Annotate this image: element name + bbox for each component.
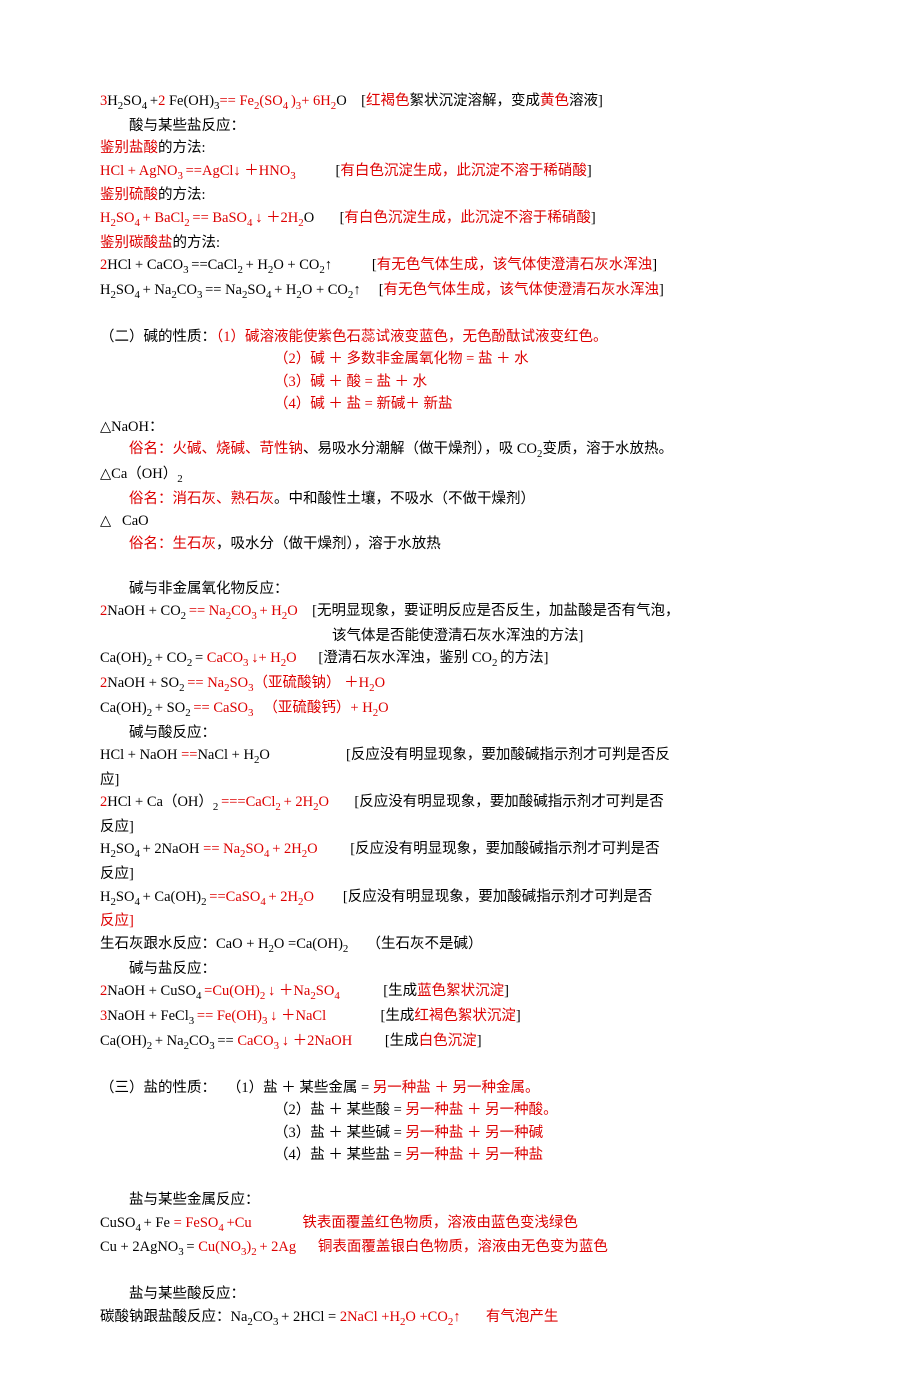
heading-salt-metal: 盐与某些金属反应：	[100, 1189, 860, 1211]
heading-salt-acid: 盐与某些酸反应：	[100, 1283, 860, 1305]
eq-cao-h2o: 生石灰跟水反应：CaO + H2O =Ca(OH)2 （生石灰不是碱）	[100, 933, 860, 958]
eq-naoh-co2-cont: 该气体是否能使澄清石灰水浑浊的方法]	[100, 625, 860, 647]
eq-h2so4-caoh2-cont: 反应]	[100, 910, 860, 932]
salt-prop-4: （4）盐 ＋ 某些盐 = 另一种盐 ＋ 另一种盐	[100, 1144, 860, 1166]
eq-hcl-naoh: HCl + NaOH ==NaCl + H2O [反应没有明显现象，要加酸碱指示…	[100, 744, 860, 769]
txt-identify-carbonate: 鉴别碳酸盐的方法:	[100, 232, 860, 254]
eq-na2co3-hcl: 碳酸钠跟盐酸反应：Na2CO3 + 2HCl = 2NaCl +H2O +CO2…	[100, 1306, 860, 1331]
blank-3	[100, 1054, 860, 1076]
base-prop-3: （3）碱 ＋ 酸 = 盐 ＋ 水	[100, 371, 860, 393]
eq-caoh2-co2: Ca(OH)2 + CO2 = CaCO3 ↓+ H2O [澄清石灰水浑浊，鉴别…	[100, 647, 860, 672]
salt-prop-2: （2）盐 ＋ 某些酸 = 另一种盐 ＋ 另一种酸。	[100, 1099, 860, 1121]
heading-base-salt: 碱与盐反应：	[100, 958, 860, 980]
blank-2	[100, 555, 860, 577]
eq-hcl-agno3: HCl + AgNO3 ==AgCl↓ ＋HNO3 [有白色沉淀生成，此沉淀不溶…	[100, 160, 860, 185]
eq-feoh3-h2so4: 3H2SO4 +2 Fe(OH)3== Fe2(SO4 )3+ 6H2O [红褐…	[100, 90, 860, 115]
eq-cuso4-fe: CuSO4 + Fe = FeSO4 +Cu 铁表面覆盖红色物质，溶液由蓝色变浅…	[100, 1212, 860, 1237]
base-prop-2: （2）碱 ＋ 多数非金属氧化物 = 盐 ＋ 水	[100, 348, 860, 370]
caoh2-title: △Ca（OH）2	[100, 463, 860, 488]
eq-h2so4-na2co3: H2SO4 + Na2CO3 == Na2SO4 + H2O + CO2↑ [有…	[100, 279, 860, 304]
txt-identify-h2so4: 鉴别硫酸的方法:	[100, 184, 860, 206]
cao-desc: 俗名：生石灰，吸水分（做干燥剂），溶于水放热	[100, 533, 860, 555]
heading-salt-props: （三）盐的性质： （1）盐 ＋ 某些金属 = 另一种盐 ＋ 另一种金属。	[100, 1077, 860, 1099]
naoh-desc: 俗名：火碱、烧碱、苛性钠、易吸水分潮解（做干燥剂），吸 CO2变质，溶于水放热。	[100, 438, 860, 463]
blank-4	[100, 1167, 860, 1189]
eq-hcl-caco3: 2HCl + CaCO3 ==CaCl2 + H2O + CO2↑ [有无色气体…	[100, 254, 860, 279]
eq-h2so4-naoh-cont: 反应]	[100, 863, 860, 885]
eq-naoh-so2: 2NaOH + SO2 == Na2SO3（亚硫酸钠） ＋H2O	[100, 672, 860, 697]
eq-naoh-co2: 2NaOH + CO2 == Na2CO3 + H2O [无明显现象，要证明反应…	[100, 600, 860, 625]
txt-identify-hcl: 鉴别盐酸的方法:	[100, 137, 860, 159]
blank-5	[100, 1261, 860, 1283]
eq-hcl-caoh2-cont: 反应]	[100, 816, 860, 838]
eq-caoh2-so2: Ca(OH)2 + SO2 == CaSO3 （亚硫酸钙）+ H2O	[100, 697, 860, 722]
eq-h2so4-bacl2: H2SO4 + BaCl2 == BaSO4 ↓ ＋2H2O [有白色沉淀生成，…	[100, 207, 860, 232]
eq-h2so4-caoh2: H2SO4 + Ca(OH)2 ==CaSO4 + 2H2O [反应没有明显现象…	[100, 886, 860, 911]
eq-hcl-naoh-cont: 应]	[100, 769, 860, 791]
heading-base-nonmetal-oxide: 碱与非金属氧化物反应：	[100, 578, 860, 600]
eq-cu-agno3: Cu + 2AgNO3 = Cu(NO3)2 + 2Ag 铜表面覆盖银白色物质，…	[100, 1236, 860, 1261]
eq-naoh-cuso4: 2NaOH + CuSO4 =Cu(OH)2 ↓ ＋Na2SO4 [生成蓝色絮状…	[100, 980, 860, 1005]
eq-naoh-fecl3: 3NaOH + FeCl3 == Fe(OH)3 ↓ ＋NaCl [生成红褐色絮…	[100, 1005, 860, 1030]
eq-caoh2-na2co3: Ca(OH)2 + Na2CO3 == CaCO3 ↓ ＋2NaOH [生成白色…	[100, 1030, 860, 1055]
eq-hcl-caoh2: 2HCl + Ca（OH）2 ===CaCl2 + 2H2O [反应没有明显现象…	[100, 791, 860, 816]
cao-title: △ CaO	[100, 510, 860, 532]
heading-acid-salt: 酸与某些盐反应：	[100, 115, 860, 137]
naoh-title: △NaOH：	[100, 416, 860, 438]
base-prop-4: （4）碱 ＋ 盐 = 新碱＋ 新盐	[100, 393, 860, 415]
heading-base-acid: 碱与酸反应：	[100, 722, 860, 744]
blank-1	[100, 304, 860, 326]
eq-h2so4-naoh: H2SO4 + 2NaOH == Na2SO4 + 2H2O [反应没有明显现象…	[100, 838, 860, 863]
salt-prop-3: （3）盐 ＋ 某些碱 = 另一种盐 ＋ 另一种碱	[100, 1122, 860, 1144]
caoh2-desc: 俗名：消石灰、熟石灰。中和酸性土壤，不吸水（不做干燥剂）	[100, 488, 860, 510]
heading-base-props: （二）碱的性质：（1）碱溶液能使紫色石蕊试液变蓝色，无色酚酞试液变红色。	[100, 326, 860, 348]
